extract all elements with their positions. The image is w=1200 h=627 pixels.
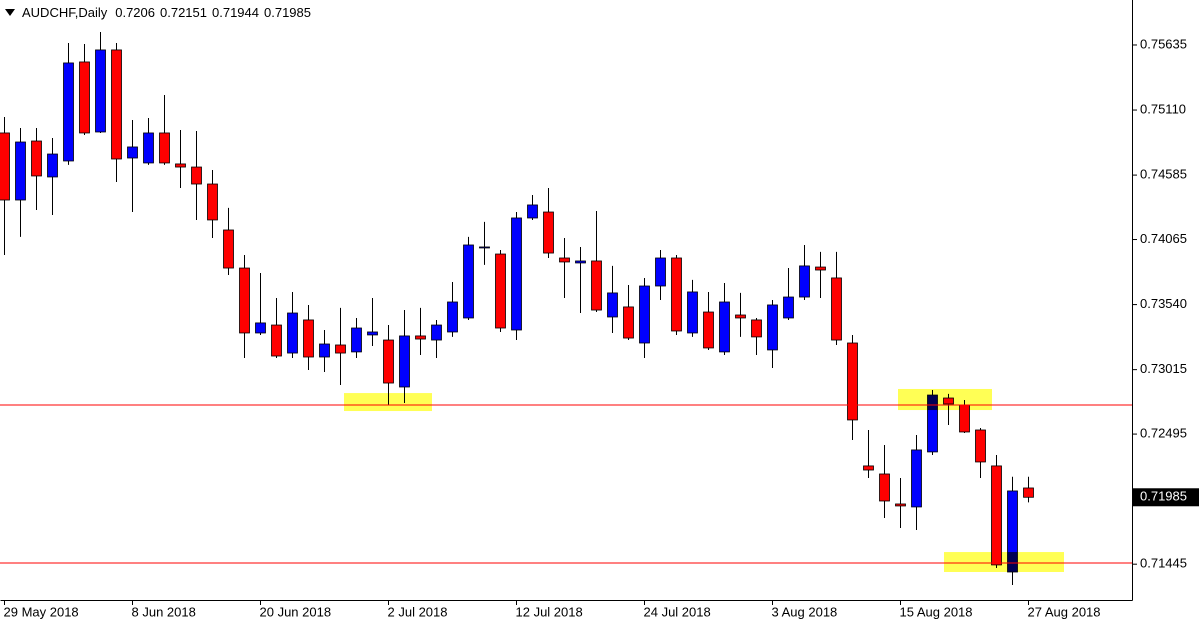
candle-body	[639, 285, 650, 344]
candle-body	[991, 465, 1002, 566]
y-tick-label: 0.73015	[1140, 361, 1187, 376]
candle-body	[271, 324, 282, 357]
candle-body	[831, 277, 842, 341]
candle-body	[351, 327, 362, 353]
candle-body	[863, 465, 874, 471]
candle-body	[543, 211, 554, 254]
candle-body	[95, 49, 106, 133]
candle-body	[655, 257, 666, 287]
y-tick-label: 0.74065	[1140, 231, 1187, 246]
candle-body	[623, 306, 634, 339]
candle-body	[159, 132, 170, 164]
close-value: 0.71985	[264, 5, 311, 20]
candle-body	[207, 183, 218, 221]
candle-body	[559, 257, 570, 263]
candle-body	[495, 253, 506, 329]
x-tick-label: 3 Aug 2018	[772, 604, 838, 619]
candle-body	[303, 319, 314, 358]
candle-body	[671, 257, 682, 332]
candle-body	[815, 266, 826, 271]
x-tick-label: 15 Aug 2018	[900, 604, 973, 619]
y-tick-label: 0.74585	[1140, 167, 1187, 182]
candle-body	[431, 324, 442, 341]
y-tick-label: 0.71445	[1140, 556, 1187, 571]
candle-body	[767, 304, 778, 351]
y-tick-label: 0.73540	[1140, 296, 1187, 311]
y-tick-label: 0.75110	[1140, 101, 1186, 116]
zone	[944, 552, 1064, 572]
candle-body	[399, 335, 410, 388]
candle-body	[527, 204, 538, 219]
candle-body	[799, 265, 810, 298]
x-tick-label: 29 May 2018	[4, 604, 79, 619]
candle-body	[879, 473, 890, 502]
candle-body	[223, 229, 234, 269]
price-label-box	[1133, 488, 1199, 507]
candle-body	[175, 163, 186, 168]
candle-body	[687, 291, 698, 334]
candle-body	[703, 311, 714, 349]
x-tick-label: 2 Jul 2018	[388, 604, 448, 619]
candle-body	[127, 146, 138, 159]
candle-body	[111, 49, 122, 160]
open-value: 0.7206	[115, 5, 155, 20]
candle-body	[911, 449, 922, 508]
y-tick-label: 0.72495	[1140, 426, 1187, 441]
zone	[344, 393, 432, 412]
zone	[898, 388, 992, 411]
candle-body	[575, 260, 586, 264]
candle-body	[463, 244, 474, 319]
candle-body	[479, 246, 490, 249]
price-label: 0.71985	[1140, 489, 1187, 504]
plot-area	[0, 31, 1132, 586]
candle-body	[319, 343, 330, 358]
candle-body	[719, 301, 730, 353]
candle-body	[47, 153, 58, 178]
candle-body	[383, 339, 394, 384]
candle-body	[591, 260, 602, 311]
candle-body	[1023, 487, 1034, 498]
candle-body	[255, 322, 266, 334]
x-tick-label: 8 Jun 2018	[132, 604, 196, 619]
candle-body	[31, 140, 42, 177]
candle-body	[143, 132, 154, 164]
chart-header: AUDCHF,Daily 0.7206 0.72151 0.71944 0.71985	[22, 5, 311, 20]
candle-body	[847, 342, 858, 421]
candle-body	[511, 217, 522, 331]
candle-body	[447, 301, 458, 333]
candle-body	[15, 141, 26, 201]
x-tick-label: 27 Aug 2018	[1028, 604, 1101, 619]
candle-body	[735, 314, 746, 319]
candle-body	[607, 292, 618, 318]
low-value: 0.71944	[212, 5, 259, 20]
x-tick-label: 24 Jul 2018	[644, 604, 711, 619]
candle-body	[975, 429, 986, 463]
candle-body	[63, 62, 74, 162]
candle-body	[415, 335, 426, 340]
candle-body	[191, 166, 202, 185]
candle-body	[367, 331, 378, 336]
x-tick-label: 20 Jun 2018	[260, 604, 332, 619]
candle-body	[239, 267, 250, 334]
y-tick-label: 0.75635	[1140, 36, 1187, 51]
candle-body	[0, 132, 10, 201]
candle-body	[335, 344, 346, 354]
high-value: 0.72151	[160, 5, 207, 20]
x-tick-label: 12 Jul 2018	[516, 604, 583, 619]
menu-triangle[interactable]	[5, 9, 15, 16]
candle-body	[783, 296, 794, 319]
candle-body	[287, 312, 298, 354]
chart-title: AUDCHF,Daily	[22, 5, 108, 20]
candle-body	[751, 319, 762, 338]
candle-body	[895, 503, 906, 507]
candle-body	[79, 61, 90, 134]
